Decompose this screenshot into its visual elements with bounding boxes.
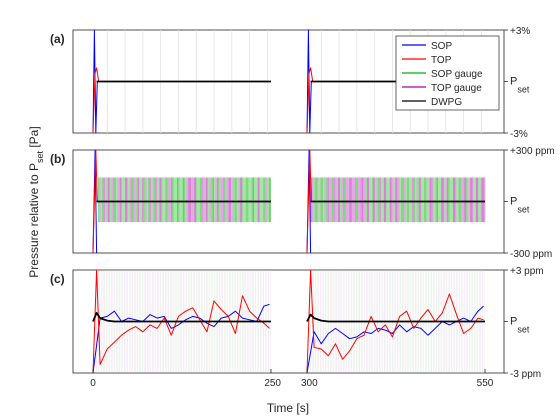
legend-label-dwpg: DWPG — [431, 97, 462, 108]
legend-label-sop-gauge: SOP gauge — [431, 69, 483, 80]
y-center-label: Pset — [510, 76, 530, 95]
series-top-panel-1-seg-1 — [306, 149, 312, 254]
y-center-label: Pset — [510, 196, 530, 215]
x-tick-label: 300 — [301, 378, 318, 389]
y-tick-label: +3 ppm — [510, 266, 544, 277]
shared-ylabel: Pressure relative to Pset [Pa] — [27, 126, 45, 277]
x-axis-label: Time [s] — [267, 401, 309, 415]
series-top-panel-2-seg-1 — [306, 269, 484, 374]
panel-label: (a) — [50, 32, 65, 46]
y-tick-label: +3% — [510, 26, 530, 37]
series-layer — [92, 29, 486, 374]
x-tick-label: 550 — [477, 378, 494, 389]
y-tick-label: +300 ppm — [510, 146, 555, 157]
legend: SOP TOP SOP gauge TOP gauge DWPG — [395, 35, 500, 111]
series-dwpg-panel-2-seg-0 — [92, 312, 271, 323]
label-layer: (a) +3% -3% Pset (b) +300 ppm -300 ppm Pset (c) +… — [50, 26, 555, 389]
y-tick-label: -3% — [510, 129, 528, 140]
x-tick-label: 0 — [90, 378, 96, 389]
y-tick-label: -300 ppm — [510, 249, 552, 260]
y-tick-label: -3 ppm — [510, 369, 541, 380]
panel-label: (b) — [50, 152, 65, 166]
panel-label: (c) — [50, 272, 65, 286]
series-top-panel-2-seg-0 — [92, 269, 270, 374]
legend-label-top-gauge: TOP gauge — [431, 83, 482, 94]
legend-label-top: TOP — [431, 55, 452, 66]
y-center-label: Pset — [510, 316, 530, 335]
series-top-panel-1-seg-0 — [92, 149, 98, 254]
x-tick-label: 250 — [264, 378, 281, 389]
series-dwpg-panel-2-seg-1 — [306, 313, 485, 323]
legend-label-sop: SOP — [431, 41, 452, 52]
